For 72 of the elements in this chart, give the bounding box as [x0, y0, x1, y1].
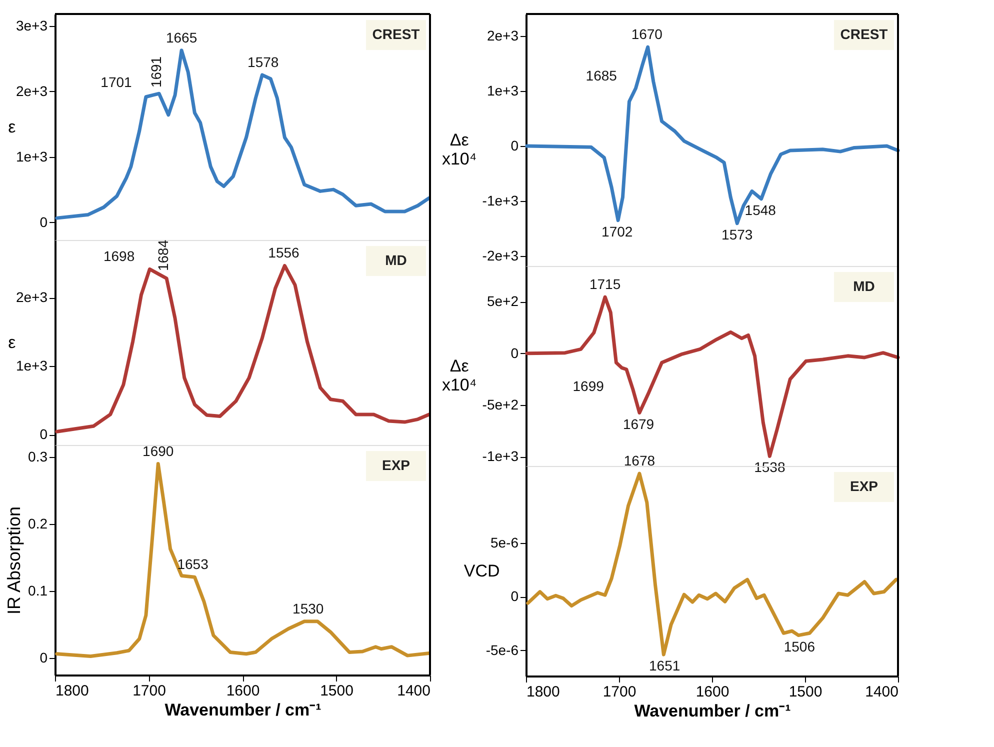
annotation: CREST [372, 26, 420, 42]
x-tick-label: 1800 [56, 682, 89, 700]
y-tick-label: -1e+3 [482, 192, 519, 209]
y-tick-label: 0.2 [28, 516, 48, 532]
annotation: CREST [840, 26, 888, 42]
y-axis-title: ε [8, 333, 16, 352]
annotation: 1506 [784, 638, 816, 654]
x-tick-label: 1600 [226, 682, 260, 700]
annotation: EXP [382, 457, 410, 473]
y-tick-label: 0 [510, 344, 519, 361]
annotation: 1670 [631, 26, 663, 42]
x-axis-title: Wavenumber / cm⁻¹ [634, 702, 792, 720]
x-tick-label: 1400 [397, 682, 430, 700]
y-tick-label: -5e+2 [482, 396, 519, 413]
y-axis-title: ε [8, 118, 16, 136]
y-tick-label: 5e+2 [486, 293, 519, 310]
y-tick-label: 5e-6 [490, 534, 519, 551]
line-series [55, 462, 431, 658]
annotation: 1685 [586, 67, 618, 84]
x-tick-label: 1400 [865, 684, 898, 700]
y-tick-label: -1e+3 [482, 448, 519, 464]
annotation: 1691 [148, 56, 164, 88]
annotation: 1679 [622, 416, 654, 432]
line-series [55, 48, 431, 220]
y-tick-label: -2e+3 [482, 248, 519, 264]
annotation: 1653 [177, 556, 209, 572]
y-tick-label: -5e-6 [486, 642, 519, 658]
annotation: 1556 [268, 244, 300, 261]
y-tick-label: 0 [40, 426, 48, 442]
x-tick-label: 1700 [602, 684, 636, 700]
x-tick-label: 1700 [132, 682, 166, 700]
annotation: 1699 [572, 378, 604, 394]
x-tick-label: 1600 [696, 684, 730, 700]
y-axis-title: IR Absorption [4, 506, 24, 615]
line-series [525, 45, 900, 226]
annotation: 1701 [100, 74, 132, 90]
annotation: MD [853, 278, 875, 294]
y-tick-label: 0 [40, 650, 48, 666]
y-tick-label: 1e+3 [16, 358, 48, 374]
y-tick-label: 0.3 [28, 448, 48, 465]
line-series [526, 472, 898, 656]
annotation: MD [385, 252, 407, 268]
y-axis-title: Δε x10⁴ [442, 356, 477, 394]
annotation: 1573 [722, 226, 753, 242]
y-tick-label: 0 [40, 214, 48, 230]
x-tick-label: 1500 [320, 682, 354, 700]
y-tick-label: 1e+3 [16, 148, 48, 164]
x-axis-title: Wavenumber / cm⁻¹ [164, 700, 322, 720]
y-axis-title: VCD [464, 562, 500, 580]
annotation: 1578 [248, 54, 279, 70]
y-tick-label: 1e+3 [486, 82, 519, 99]
annotation: 1665 [166, 29, 198, 46]
y-tick-label: 0 [510, 588, 519, 604]
annotation: 1651 [648, 658, 680, 674]
x-tick-label: 1500 [788, 684, 822, 700]
y-tick-label: 0.1 [28, 582, 48, 599]
annotation: 1698 [103, 248, 135, 264]
y-axis-title: Δε x10⁴ [442, 130, 477, 168]
y-tick-label: 2e+3 [486, 28, 519, 44]
y-tick-label: 2e+3 [16, 289, 48, 306]
annotation: 1684 [154, 240, 171, 272]
y-tick-label: 2e+3 [16, 82, 48, 99]
annotation: 1715 [589, 276, 621, 292]
y-tick-label: 0 [510, 138, 519, 154]
annotation: 1530 [292, 600, 324, 616]
x-tick-label: 1800 [526, 684, 560, 700]
annotation: 1690 [142, 442, 174, 459]
annotation: 1678 [624, 452, 656, 468]
annotation: 1548 [744, 202, 776, 218]
annotation: EXP [850, 478, 878, 494]
annotation: 1702 [602, 223, 633, 240]
y-tick-label: 3e+3 [16, 17, 48, 34]
